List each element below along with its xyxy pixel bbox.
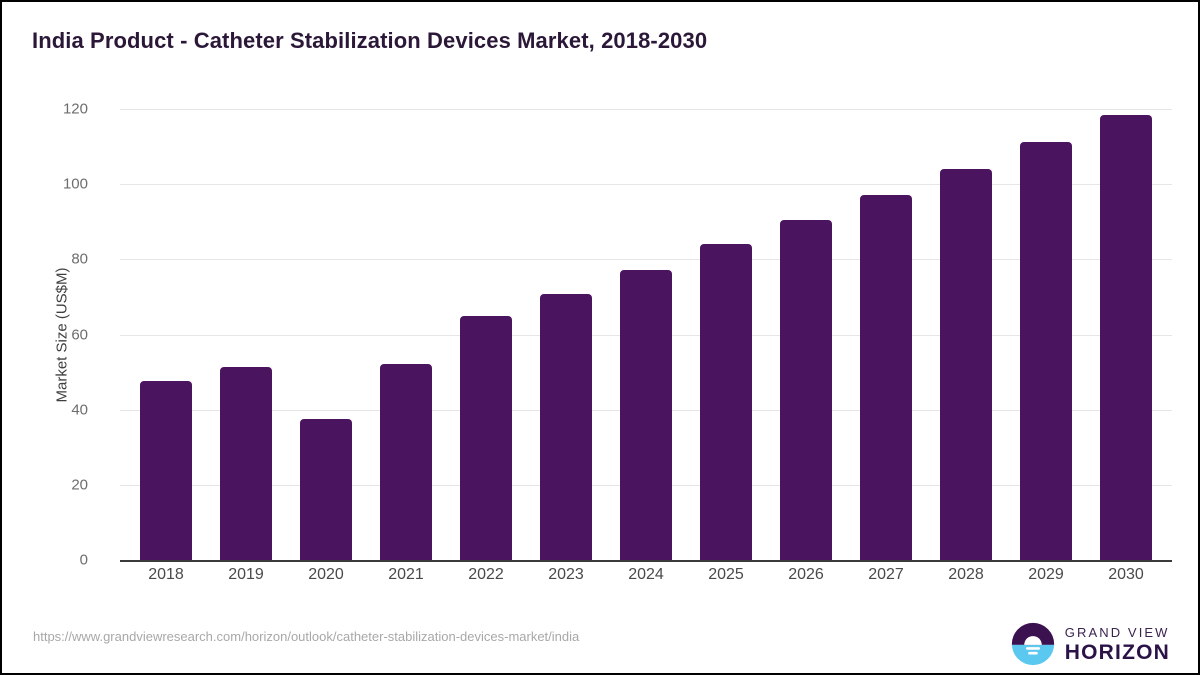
x-axis-tick-label: 2019 [228,566,264,583]
bar-2026[interactable] [780,219,832,560]
y-axis-tick-label: 100 [62,175,88,193]
bar-slot [126,109,206,560]
x-axis-tick-label: 2025 [708,566,744,583]
x-axis-tick-label: 2023 [548,566,584,583]
y-axis-tick-label: 60 [71,326,88,343]
horizon-sun-circle-icon [1011,622,1054,666]
bar-2030[interactable] [1100,115,1152,560]
bar-2023[interactable] [540,294,592,560]
y-axis-tick-label: 80 [71,250,88,268]
page-title: India Product - Catheter Stabilization D… [32,28,708,53]
bar-slot [286,109,366,560]
gridline [120,259,1172,261]
bar-slot [606,109,686,560]
bar-slot [766,109,846,560]
bar-slot [526,109,606,560]
brand-logo-text: GRAND VIEW HORIZON [1065,626,1170,663]
brand-name-bottom: HORIZON [1064,640,1170,664]
x-axis-line [120,560,1172,562]
x-axis-tick-label: 2026 [788,566,824,583]
bar-slot [926,109,1006,560]
x-axis-tick-label: 2021 [388,566,424,583]
y-axis-tick-label: 0 [79,551,88,569]
plot-area: Market Size (US$M) 0 20 40 60 80 100 120 [54,101,1172,569]
bar-slot [686,109,766,560]
x-axis-tick-labels: 2018 2019 2020 2021 2022 2023 2024 2025 2026 2027… [120,566,1172,584]
bar-slot [1086,109,1166,560]
bar-2029[interactable] [1020,142,1072,560]
gridline [120,184,1172,186]
bar-2018[interactable] [140,381,192,560]
bar-2020[interactable] [300,418,352,560]
x-axis-tick-label: 2027 [868,566,904,583]
bar-2025[interactable] [700,243,752,560]
bar-slot [846,109,926,560]
bar-2021[interactable] [380,363,432,560]
x-axis-tick-label: 2029 [1028,566,1064,583]
bar-2019[interactable] [220,366,272,560]
brand-logo: GRAND VIEW HORIZON [1011,622,1170,666]
brand-name-top: GRAND VIEW [1064,624,1170,640]
y-axis-tick-label: 20 [71,476,88,494]
x-axis-tick-label: 2018 [148,566,184,583]
bar-series [120,109,1172,560]
bar-slot [206,109,286,560]
y-axis-tick-label: 40 [71,401,88,419]
bar-2022[interactable] [460,316,512,560]
bar-slot [1006,109,1086,560]
x-axis-tick-label: 2028 [948,566,984,583]
x-axis-tick-label: 2024 [628,566,664,583]
x-axis-tick-label: 2020 [308,566,344,583]
bar-2027[interactable] [860,195,912,560]
bar-2024[interactable] [620,270,672,560]
y-axis-tick-label: 120 [62,100,88,118]
source-url: https://www.grandviewresearch.com/horizo… [33,629,580,644]
x-axis-tick-label: 2022 [468,566,504,583]
x-axis-tick-label: 2030 [1108,566,1144,583]
bar-slot [366,109,446,560]
bar-slot [446,109,526,560]
bar-2028[interactable] [940,168,992,560]
gridline [120,109,1172,110]
